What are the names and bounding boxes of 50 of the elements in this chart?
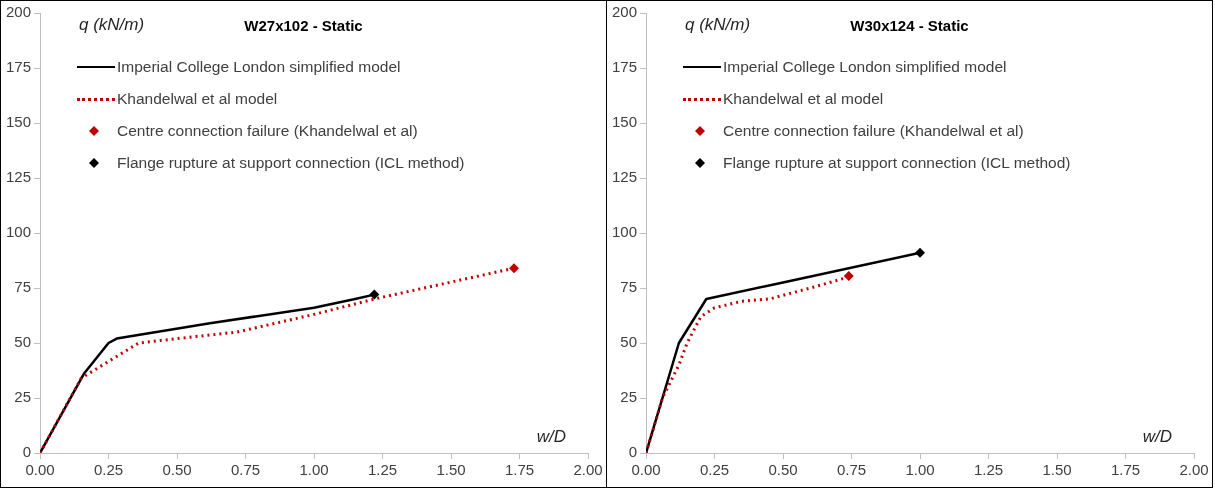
legend-label: Imperial College London simplified model xyxy=(723,58,1007,76)
x-tick-label: 1.50 xyxy=(1042,461,1072,479)
x-tick-label: 1.00 xyxy=(299,461,329,479)
y-tick-label: 100 xyxy=(612,223,638,241)
x-tick-label: 1.00 xyxy=(905,461,935,479)
y-tick-label: 150 xyxy=(612,113,638,131)
y-tick-label: 125 xyxy=(612,168,638,186)
y-tick-label: 25 xyxy=(14,388,32,406)
y-tick-label: 25 xyxy=(620,388,638,406)
x-tick-label: 0.50 xyxy=(768,461,798,479)
x-axis-title: w/D xyxy=(1142,427,1172,447)
x-tick-label: 0.75 xyxy=(230,461,261,479)
x-tick-label: 0.00 xyxy=(631,461,661,479)
y-tick-label: 175 xyxy=(6,58,32,76)
y-tick-label: 125 xyxy=(6,168,32,186)
x-tick-label: 2.00 xyxy=(1179,461,1209,479)
legend-label: Flange rupture at support connection (ICL method) xyxy=(723,154,1071,172)
legend-label: Khandelwal et al model xyxy=(117,90,278,108)
legend-label: Imperial College London simplified model xyxy=(117,58,401,76)
x-tick-label: 1.50 xyxy=(436,461,466,479)
y-tick-label: 0 xyxy=(628,443,638,461)
y-tick-label: 75 xyxy=(620,278,638,296)
legend-label: Flange rupture at support connection (ICL method) xyxy=(117,154,465,172)
y-tick-label: 100 xyxy=(6,223,32,241)
y-tick-label: 0 xyxy=(22,443,32,461)
x-tick-label: 1.75 xyxy=(504,461,535,479)
y-tick-label: 200 xyxy=(6,3,32,21)
y-tick-label: 50 xyxy=(14,333,32,351)
x-tick-label: 0.25 xyxy=(699,461,730,479)
x-tick-label: 0.25 xyxy=(93,461,124,479)
legend-label: Khandelwal et al model xyxy=(723,90,884,108)
y-axis-title: q (kN/m) xyxy=(79,15,145,35)
x-tick-label: 1.25 xyxy=(973,461,1004,479)
y-tick-label: 50 xyxy=(620,333,638,351)
chart-title: W27x102 - Static xyxy=(244,17,363,34)
y-tick-label: 150 xyxy=(6,113,32,131)
y-tick-label: 175 xyxy=(612,58,638,76)
x-tick-label: 2.00 xyxy=(573,461,603,479)
legend-label: Centre connection failure (Khandelwal et al) xyxy=(117,122,418,140)
x-tick-label: 1.75 xyxy=(1110,461,1141,479)
x-axis-title: w/D xyxy=(536,427,566,447)
x-tick-label: 0.00 xyxy=(25,461,55,479)
x-tick-label: 1.25 xyxy=(367,461,398,479)
x-tick-label: 0.50 xyxy=(162,461,192,479)
y-tick-label: 75 xyxy=(14,278,32,296)
x-tick-label: 0.75 xyxy=(836,461,867,479)
y-axis-title: q (kN/m) xyxy=(685,15,751,35)
chart-title: W30x124 - Static xyxy=(850,17,969,34)
y-tick-label: 200 xyxy=(612,3,638,21)
legend-label: Centre connection failure (Khandelwal et al) xyxy=(723,122,1024,140)
